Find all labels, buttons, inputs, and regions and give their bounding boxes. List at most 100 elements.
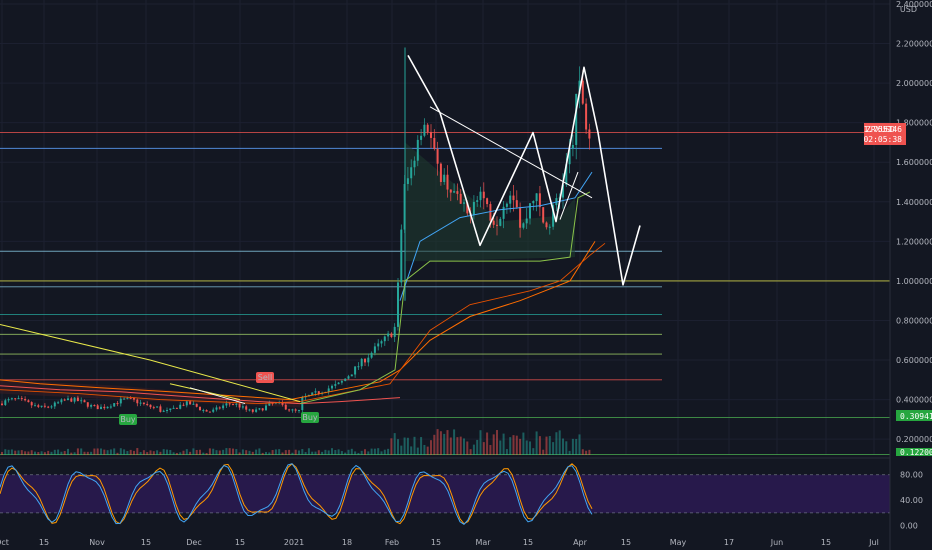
price-tick-label[interactable]: 1.800000 (896, 119, 932, 128)
volume-bar (542, 449, 545, 455)
time-tick-label[interactable]: 15 (141, 538, 151, 547)
volume-bar (109, 449, 112, 455)
candle-body (251, 409, 254, 412)
white-trend-segment (189, 387, 246, 404)
volume-bar (172, 452, 175, 455)
volume-bar (142, 450, 145, 455)
time-tick-label[interactable]: 15 (235, 538, 245, 547)
candle-body (548, 226, 551, 228)
volume-bar (410, 446, 413, 455)
price-tick-label[interactable]: 2.000000 (896, 79, 932, 88)
time-axis[interactable]: Oct 15 Nov 15 Dec 15 2021 18 Feb 15 Mar 15 Apr 15 May 1… (0, 538, 879, 547)
white-annotation-drawing (407, 55, 641, 286)
currency-label: USD (900, 5, 917, 14)
volume-bar (390, 438, 393, 455)
volume-bar (377, 448, 380, 455)
time-tick-label[interactable]: Feb (385, 538, 399, 547)
time-tick-label[interactable]: Mar (475, 538, 491, 547)
candle-body (370, 352, 373, 358)
volume-bar (268, 452, 271, 455)
time-tick-label[interactable]: Nov (89, 538, 105, 547)
time-tick-label[interactable]: 15 (523, 538, 533, 547)
volume-bar (53, 449, 56, 455)
candle-body (159, 406, 162, 412)
volume-bar (10, 449, 13, 455)
candle-body (472, 201, 475, 215)
candle-body (14, 398, 17, 400)
volume-bar (123, 449, 126, 455)
volume-bar (146, 452, 149, 455)
price-tick-label[interactable]: 0.200000 (896, 435, 932, 444)
price-tick-label[interactable]: 1.200000 (896, 237, 932, 246)
candle-body (53, 402, 56, 407)
volume-bar (185, 449, 188, 455)
volume-bar (27, 451, 30, 455)
candle-body (248, 409, 251, 411)
candle-body (265, 405, 267, 411)
candle-body (568, 148, 571, 165)
price-tick-label[interactable]: 0.800000 (896, 316, 932, 325)
stoch-line (0, 463, 593, 525)
volume-bar (189, 451, 192, 455)
volume-bar (30, 450, 33, 455)
candle-body (446, 174, 449, 190)
volume-bar (538, 436, 541, 455)
stoch-tick-label: 80.00 (900, 471, 923, 480)
candle-body (202, 410, 205, 412)
time-tick-label[interactable]: 18 (342, 538, 352, 547)
candle-body (175, 407, 178, 409)
volume-bar (139, 452, 142, 455)
candle-body (360, 358, 363, 367)
volume-bar (585, 450, 588, 455)
price-tick-label[interactable]: 1.000000 (896, 277, 932, 286)
volume-bar (232, 448, 234, 455)
time-tick-label[interactable]: May (670, 538, 687, 547)
candle-body (588, 129, 591, 139)
volume-bar (486, 432, 489, 455)
volume-bar (565, 441, 568, 455)
volume-bar (324, 449, 327, 455)
time-tick-label[interactable]: Jul (868, 538, 879, 547)
time-tick-label[interactable]: 17 (724, 538, 734, 547)
volume-bar (469, 449, 472, 455)
moving-averages (0, 171, 606, 405)
candle-body (542, 207, 545, 223)
volume-bar (400, 445, 403, 455)
candle-body (565, 164, 568, 185)
price-tick-label[interactable]: 0.400000 (896, 396, 932, 405)
candle-body (225, 403, 228, 406)
time-tick-label[interactable]: Jun (770, 538, 784, 547)
price-tick-label[interactable]: 2.200000 (896, 40, 932, 49)
time-tick-label[interactable]: Dec (186, 538, 201, 547)
volume-bar (459, 436, 462, 455)
candle-body (436, 148, 439, 164)
candle-body (27, 400, 30, 403)
time-tick-label[interactable]: 15 (39, 538, 49, 547)
candle-body (189, 401, 192, 405)
candle-body (489, 204, 492, 221)
time-tick-label[interactable]: 15 (621, 538, 631, 547)
volume-bar (281, 452, 284, 455)
time-tick-label[interactable]: Apr (573, 538, 588, 547)
price-tick-label[interactable]: 1.600000 (896, 158, 932, 167)
signal-label: Buy (119, 414, 137, 425)
time-tick-label[interactable]: 15 (821, 538, 831, 547)
volume-bar (179, 452, 182, 455)
volume-bar (416, 447, 419, 455)
volume-bar (304, 452, 307, 455)
candle-body (327, 388, 330, 392)
candle-body (344, 378, 347, 382)
candle-body (133, 398, 135, 400)
time-tick-label[interactable]: 2021 (284, 538, 304, 547)
candle-body (340, 381, 343, 383)
price-tick-label[interactable]: 2.400000 (896, 0, 932, 9)
price-tick-label[interactable]: 1.400000 (896, 198, 932, 207)
time-tick-label[interactable]: Oct (0, 538, 9, 547)
candle-body (492, 220, 495, 225)
time-tick-label[interactable]: 15 (431, 538, 441, 547)
candle-body (380, 341, 383, 344)
price-tick-label[interactable]: 0.600000 (896, 356, 932, 365)
candle-body (126, 397, 129, 399)
